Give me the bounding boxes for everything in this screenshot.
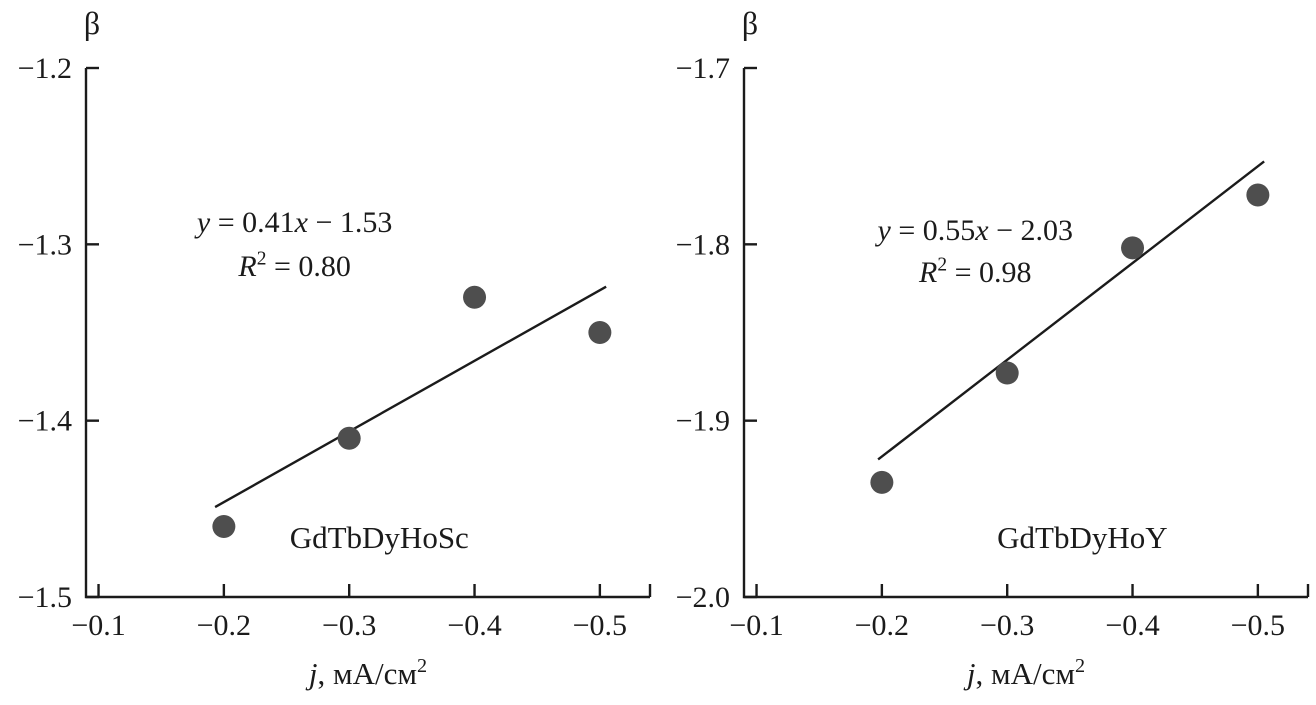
data-point (337, 426, 361, 450)
chart-gdtbdyhoy: −1.7 −1.8 −1.9 −2.0−0.1 −0.2 −0.3 −0.4 −0.5 β j, … (676, 5, 1310, 691)
sample-label: GdTbDyHoSc (290, 520, 469, 555)
axes (742, 68, 1308, 599)
data-point (212, 514, 236, 538)
y-axis-label: β (84, 5, 100, 41)
x-tick-label: −0.2 (855, 609, 909, 642)
trendline (214, 285, 607, 509)
y-tick-label: −1.8 (676, 228, 730, 261)
y-tick-label: −1.7 (676, 52, 730, 85)
panel-right: −1.7 −1.8 −1.9 −2.0 −0.1 −0.2 −0.3 −0.4 −0.5 β j, … (658, 0, 1316, 705)
sample-label: GdTbDyHoY (997, 520, 1167, 555)
x-tick-label: −0.2 (197, 609, 251, 642)
y-tick-label: −1.9 (676, 405, 730, 438)
x-tick-label: −0.1 (71, 609, 125, 642)
x-tick-label: −0.4 (447, 609, 501, 642)
r-squared-label: R2 = 0.98 (918, 255, 1032, 289)
r-squared-label: R2 = 0.80 (237, 249, 351, 283)
y-tick-label: −1.4 (18, 405, 72, 438)
equation-label: y = 0.41x − 1.53 (194, 206, 393, 239)
x-tick-label: −0.1 (729, 609, 783, 642)
trendline (877, 160, 1265, 461)
x-tick-label: −0.3 (322, 609, 376, 642)
y-tick-label: −1.5 (18, 581, 72, 614)
y-tick-label: −1.3 (18, 228, 72, 261)
panel-left: −1.2 −1.3 −1.4 −1.5 −0.1 −0.2 −0.3 −0.4 −0.5 β j, … (18, 5, 652, 691)
x-tick-label: −0.5 (1231, 609, 1285, 642)
data-point (463, 285, 487, 309)
x-tick-label: −0.3 (980, 609, 1034, 642)
chart-gdtbdyhosc: −1.2 −1.3 −1.4 −1.5−0.1 −0.2 −0.3 −0.4 −0.5 β j, … (18, 5, 652, 691)
axes (84, 68, 650, 599)
y-tick-label: −1.2 (18, 52, 72, 85)
data-point (588, 321, 612, 344)
y-axis-label: β (742, 5, 758, 41)
data-point (1121, 236, 1145, 260)
data-point (1246, 183, 1270, 207)
data-point (870, 470, 894, 494)
x-tick-label: −0.5 (573, 609, 627, 642)
x-tick-label: −0.4 (1105, 609, 1159, 642)
x-axis-label: j, мА/см2 (963, 655, 1085, 691)
y-tick-label: −2.0 (676, 581, 730, 614)
data-point (995, 361, 1019, 385)
equation-label: y = 0.55x − 2.03 (874, 214, 1073, 247)
x-axis-label: j, мА/см2 (305, 655, 427, 691)
